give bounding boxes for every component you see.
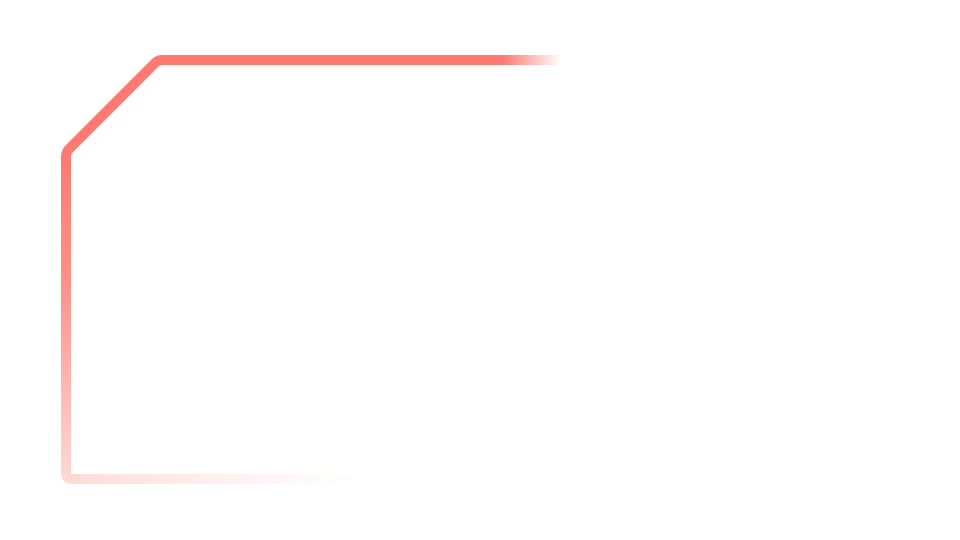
frame-left-edge xyxy=(61,168,82,484)
frame-top-edge xyxy=(61,55,562,172)
